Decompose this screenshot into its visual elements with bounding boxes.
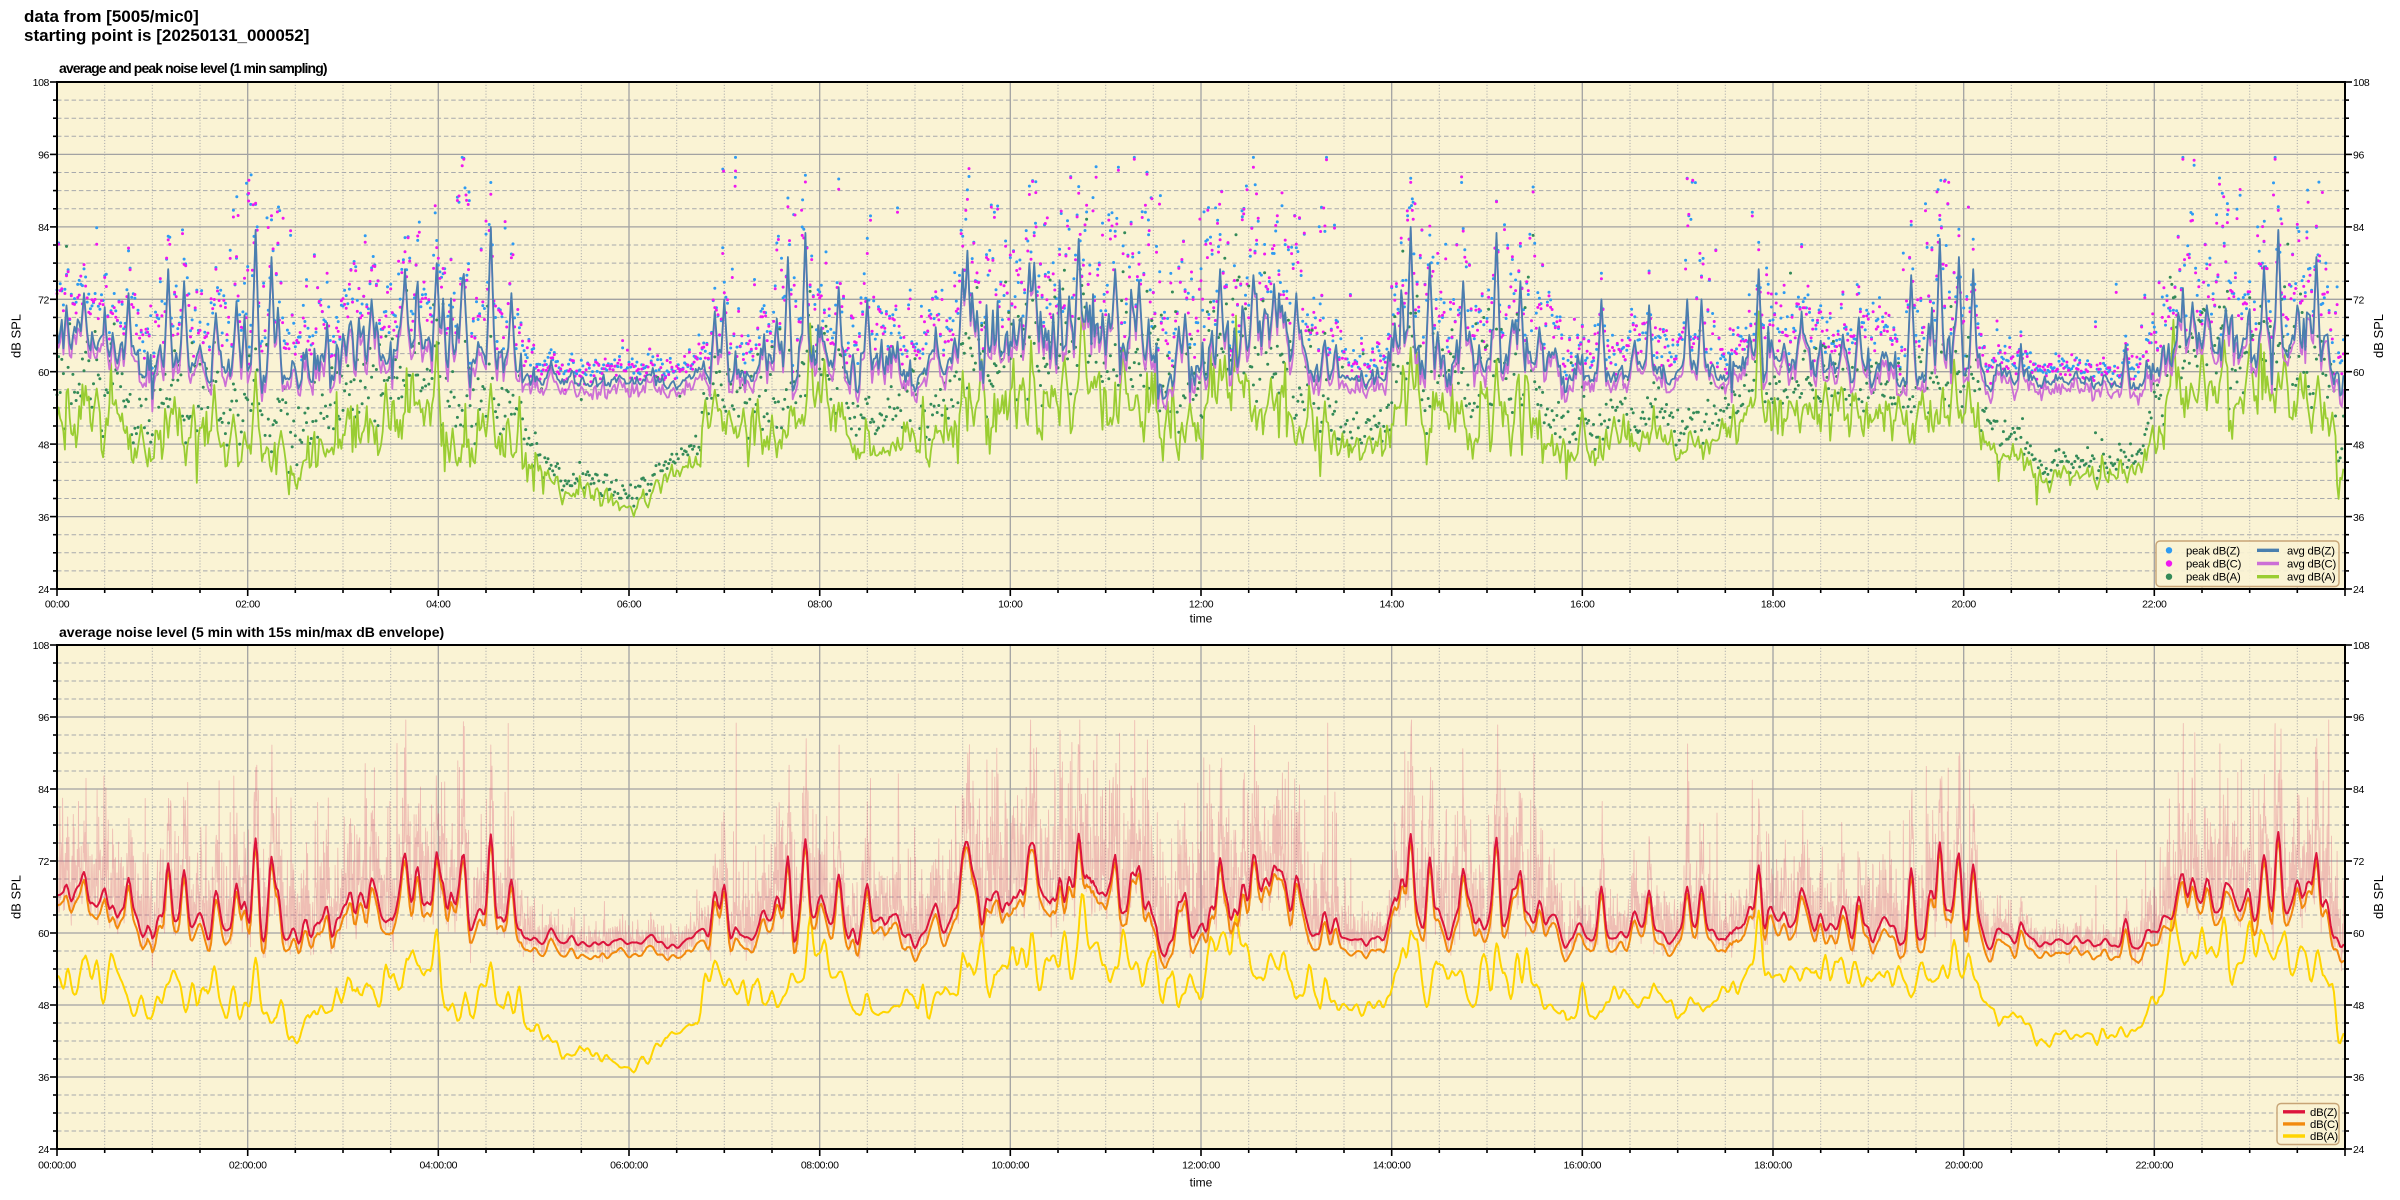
svg-text:time: time: [1190, 1176, 1213, 1190]
svg-text:60: 60: [2353, 367, 2364, 379]
svg-text:84: 84: [38, 222, 49, 234]
svg-text:dB(Z): dB(Z): [2310, 1107, 2338, 1119]
svg-text:average and peak noise level (: average and peak noise level (1 min samp…: [59, 60, 327, 76]
svg-text:14:00:00: 14:00:00: [1373, 1160, 1411, 1172]
svg-text:average noise level (5 min wit: average noise level (5 min with 15s min/…: [59, 624, 444, 640]
svg-text:18:00:00: 18:00:00: [1754, 1160, 1792, 1172]
svg-text:14:00: 14:00: [1380, 599, 1405, 611]
svg-text:02:00: 02:00: [236, 599, 261, 611]
svg-text:dB SPL: dB SPL: [2371, 314, 2386, 358]
svg-text:dB(C): dB(C): [2310, 1119, 2339, 1131]
svg-text:108: 108: [33, 77, 50, 89]
svg-text:data from [5005/mic0]: data from [5005/mic0]: [24, 7, 199, 26]
svg-text:peak dB(A): peak dB(A): [2186, 572, 2241, 584]
svg-text:72: 72: [38, 295, 49, 307]
svg-text:06:00: 06:00: [617, 599, 642, 611]
svg-text:48: 48: [2353, 439, 2364, 451]
svg-text:60: 60: [2353, 928, 2364, 940]
svg-text:96: 96: [38, 150, 49, 162]
svg-text:starting point is [20250131_00: starting point is [20250131_000052]: [24, 26, 309, 45]
svg-text:12:00: 12:00: [1189, 599, 1214, 611]
svg-text:peak dB(C): peak dB(C): [2186, 559, 2242, 571]
svg-text:00:00:00: 00:00:00: [38, 1160, 76, 1172]
svg-text:16:00: 16:00: [1570, 599, 1595, 611]
svg-text:08:00:00: 08:00:00: [801, 1160, 839, 1172]
svg-text:dB(A): dB(A): [2310, 1131, 2338, 1143]
svg-text:avg dB(Z): avg dB(Z): [2287, 545, 2335, 557]
svg-text:peak dB(Z): peak dB(Z): [2186, 545, 2240, 557]
svg-text:04:00:00: 04:00:00: [419, 1160, 457, 1172]
svg-text:72: 72: [38, 856, 49, 868]
svg-text:20:00:00: 20:00:00: [1945, 1160, 1983, 1172]
svg-text:avg dB(A): avg dB(A): [2287, 572, 2336, 584]
svg-text:96: 96: [2353, 150, 2364, 162]
svg-text:36: 36: [38, 1072, 49, 1084]
svg-text:00:00: 00:00: [45, 599, 70, 611]
svg-text:22:00: 22:00: [2142, 599, 2167, 611]
svg-text:24: 24: [38, 584, 49, 596]
svg-text:06:00:00: 06:00:00: [610, 1160, 648, 1172]
svg-text:108: 108: [2353, 640, 2370, 652]
svg-text:dB SPL: dB SPL: [9, 314, 24, 358]
svg-text:36: 36: [38, 512, 49, 524]
svg-text:10:00:00: 10:00:00: [991, 1160, 1029, 1172]
svg-text:24: 24: [38, 1144, 49, 1156]
svg-text:dB SPL: dB SPL: [2371, 875, 2386, 919]
svg-text:60: 60: [38, 367, 49, 379]
svg-text:24: 24: [2353, 1144, 2364, 1156]
svg-text:36: 36: [2353, 1072, 2364, 1084]
svg-text:48: 48: [38, 1000, 49, 1012]
svg-text:48: 48: [38, 439, 49, 451]
svg-text:84: 84: [2353, 222, 2364, 234]
svg-text:96: 96: [38, 712, 49, 724]
svg-text:08:00: 08:00: [808, 599, 833, 611]
svg-text:avg dB(C): avg dB(C): [2287, 559, 2336, 571]
svg-text:10:00: 10:00: [998, 599, 1023, 611]
svg-text:dB SPL: dB SPL: [9, 875, 24, 919]
svg-text:96: 96: [2353, 712, 2364, 724]
svg-text:108: 108: [2353, 77, 2370, 89]
svg-text:20:00: 20:00: [1952, 599, 1977, 611]
svg-text:12:00:00: 12:00:00: [1182, 1160, 1220, 1172]
svg-text:18:00: 18:00: [1761, 599, 1786, 611]
svg-text:48: 48: [2353, 1000, 2364, 1012]
svg-text:108: 108: [33, 640, 50, 652]
svg-text:60: 60: [38, 928, 49, 940]
svg-text:84: 84: [38, 784, 49, 796]
svg-text:04:00: 04:00: [426, 599, 451, 611]
svg-text:24: 24: [2353, 584, 2364, 596]
svg-text:22:00:00: 22:00:00: [2135, 1160, 2173, 1172]
svg-text:02:00:00: 02:00:00: [229, 1160, 267, 1172]
svg-text:time: time: [1190, 612, 1213, 626]
svg-text:16:00:00: 16:00:00: [1563, 1160, 1601, 1172]
svg-text:72: 72: [2353, 856, 2364, 868]
svg-text:84: 84: [2353, 784, 2364, 796]
svg-text:72: 72: [2353, 295, 2364, 307]
svg-text:36: 36: [2353, 512, 2364, 524]
